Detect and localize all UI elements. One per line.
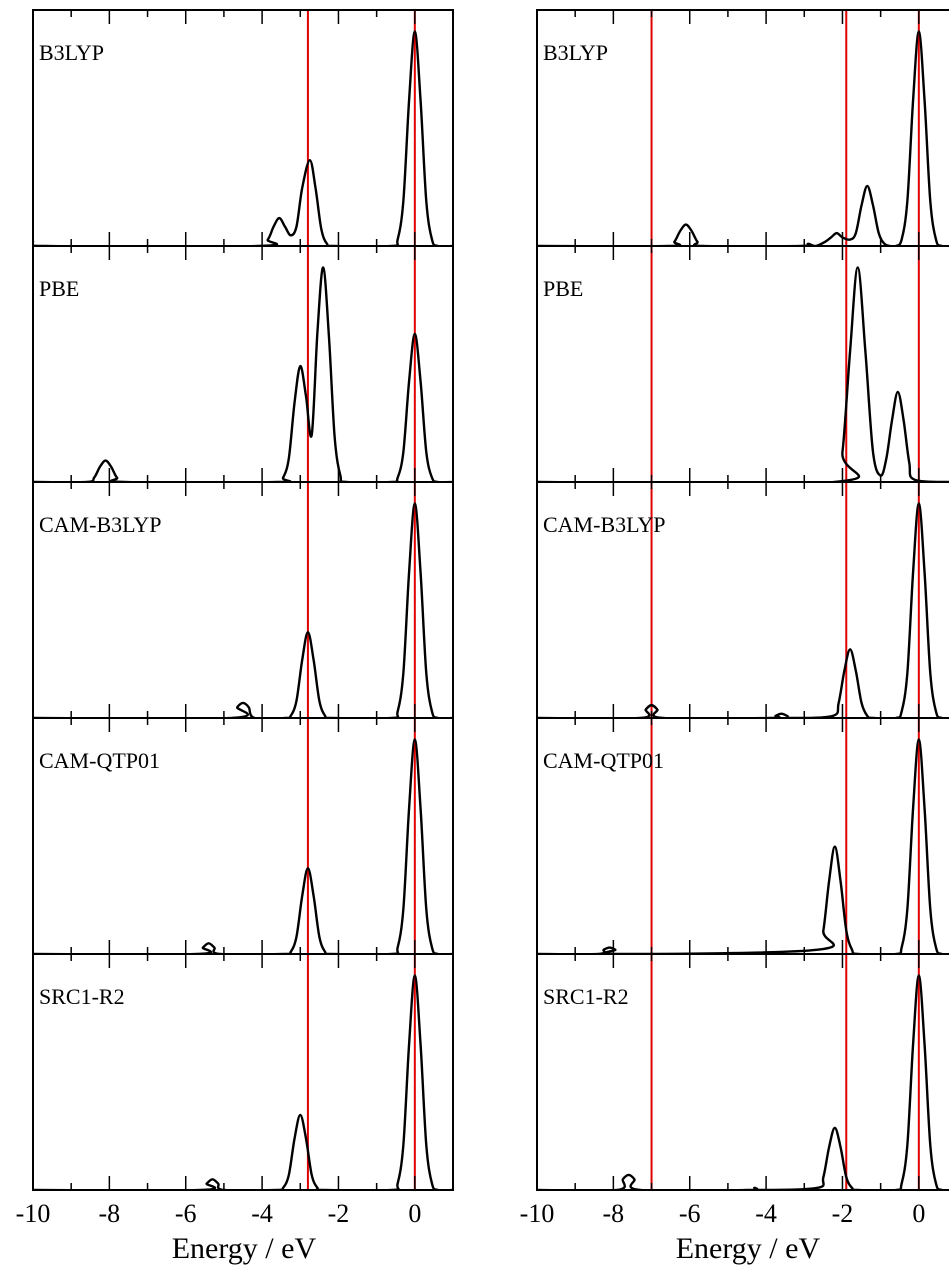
panel-label: CAM-B3LYP bbox=[543, 512, 665, 537]
panel-label: B3LYP bbox=[39, 40, 104, 65]
x-axis-title: Energy / eV bbox=[676, 1232, 821, 1265]
plot-area bbox=[33, 482, 453, 718]
panel-frame bbox=[536, 953, 949, 1191]
spectrum-line bbox=[537, 30, 949, 246]
panel-frame bbox=[32, 953, 454, 1191]
panel-frame bbox=[32, 245, 454, 483]
x-tick-label: -4 bbox=[251, 1199, 273, 1228]
panel: PBE bbox=[536, 245, 949, 483]
panel: CAM-QTP01 bbox=[32, 717, 454, 955]
plot-area bbox=[33, 246, 453, 482]
panel: CAM-B3LYP bbox=[32, 481, 454, 719]
spectrum-line bbox=[537, 738, 949, 954]
plot-area bbox=[33, 10, 453, 246]
panel: B3LYP bbox=[536, 9, 949, 247]
panel: B3LYP bbox=[32, 9, 454, 247]
spectrum-line bbox=[33, 974, 453, 1190]
spectrum-line bbox=[33, 738, 453, 954]
panel-label: CAM-QTP01 bbox=[543, 748, 664, 773]
x-tick-label: -10 bbox=[520, 1199, 555, 1228]
panel: CAM-QTP01 bbox=[536, 717, 949, 955]
panel: PBE bbox=[32, 245, 454, 483]
x-tick-label: -8 bbox=[99, 1199, 121, 1228]
plot-area bbox=[537, 10, 949, 246]
plot-area bbox=[33, 954, 453, 1190]
spectrum-line bbox=[537, 502, 949, 718]
plot-area bbox=[537, 718, 949, 954]
panel: CAM-B3LYP bbox=[536, 481, 949, 719]
spectrum-line bbox=[33, 30, 453, 246]
x-tick-label: -2 bbox=[832, 1199, 854, 1228]
spectrum-line bbox=[33, 266, 453, 482]
x-tick-label: 0 bbox=[408, 1199, 421, 1228]
panel-label: CAM-QTP01 bbox=[39, 748, 160, 773]
plot-area bbox=[537, 482, 949, 718]
spectrum-line bbox=[537, 266, 949, 482]
spectrum-line bbox=[537, 974, 949, 1190]
x-tick-label: -4 bbox=[755, 1199, 777, 1228]
x-tick-label: 0 bbox=[912, 1199, 925, 1228]
panel-label: PBE bbox=[39, 276, 79, 301]
x-tick-label: -6 bbox=[679, 1199, 701, 1228]
x-tick-label: -2 bbox=[328, 1199, 350, 1228]
x-axis-title: Energy / eV bbox=[172, 1232, 317, 1265]
plot-area bbox=[537, 954, 949, 1190]
panel-label: CAM-B3LYP bbox=[39, 512, 161, 537]
panel-label: SRC1-R2 bbox=[543, 984, 629, 1009]
plot-area bbox=[537, 246, 949, 482]
panel-label: SRC1-R2 bbox=[39, 984, 125, 1009]
panel: SRC1-R2 -10 -8 -6 -4 -2 0 Energy / eV bbox=[16, 953, 454, 1265]
panel-label: B3LYP bbox=[543, 40, 608, 65]
panel-label: PBE bbox=[543, 276, 583, 301]
spectrum-line bbox=[33, 502, 453, 718]
panel: SRC1-R2 -10 -8 -6 -4 -2 0 Energy / eV bbox=[520, 953, 949, 1265]
x-tick-label: -10 bbox=[16, 1199, 51, 1228]
x-tick-label: -6 bbox=[175, 1199, 197, 1228]
x-tick-label: -8 bbox=[603, 1199, 625, 1228]
plot-area bbox=[33, 718, 453, 954]
